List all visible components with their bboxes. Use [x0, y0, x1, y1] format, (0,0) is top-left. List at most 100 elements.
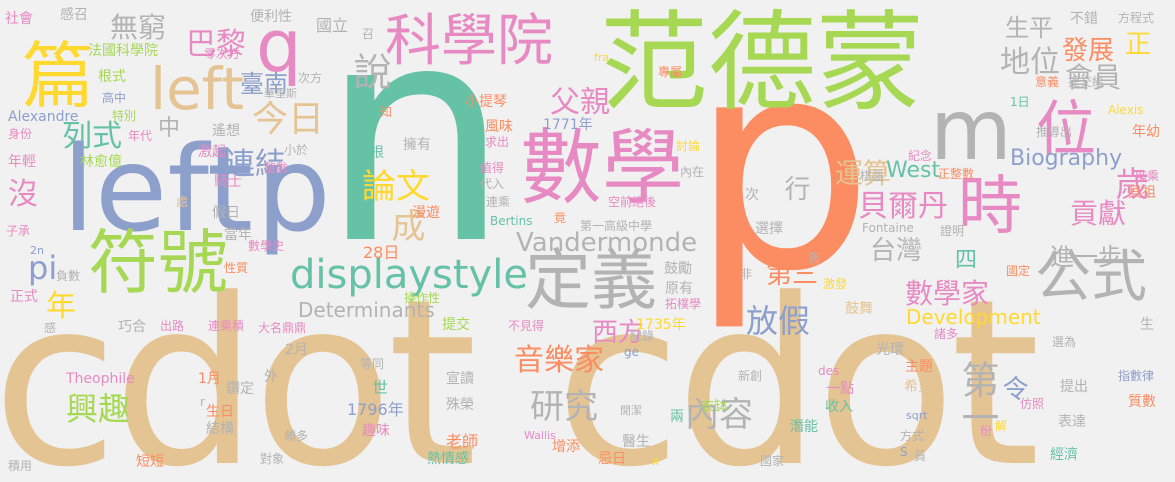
word-nian: 年 [46, 289, 76, 324]
word-bujiande: 不見得 [508, 319, 545, 333]
word-m: m [930, 81, 1012, 179]
word-zhuti: 主題 [905, 359, 933, 375]
word-cheng: 成 [385, 208, 425, 242]
word-jie: 解 [995, 419, 1008, 433]
word-qiaohe: 巧合 [118, 319, 146, 335]
word-gongshi: 公式 [1035, 245, 1147, 310]
word-yisheng: 醫生 [622, 434, 650, 450]
word-yuan: 員 [914, 449, 927, 463]
word-shuxue: 數學 [520, 121, 685, 216]
word-diyi: 第一 [955, 360, 999, 436]
word-zhishu: 質數 [1128, 394, 1156, 410]
word-ling: 令 [998, 375, 1028, 401]
word-xiaoyu: 小於 [284, 143, 309, 157]
word-quwei: 趣味 [362, 423, 390, 439]
word-xingzhi: 性質 [224, 261, 249, 275]
word-gao: 告 [808, 251, 821, 265]
word-fangshi: 方式 [900, 429, 925, 443]
word-theophile: Theophile [66, 371, 135, 387]
word-fen: 份 [980, 424, 993, 438]
word-guojia: 國家 [760, 454, 785, 468]
word-shurong: 殊榮 [446, 397, 474, 413]
word-lianchengji: 連乘積 [208, 319, 245, 333]
word-zhengshi: 正式 [10, 289, 38, 305]
word-dangnian: 當年 [224, 227, 252, 243]
word-tuidaochu: 推導出 [1036, 125, 1073, 139]
word-1796: 1796年 [347, 400, 404, 419]
word-damingdingding: 大名鼎鼎 [258, 321, 307, 335]
word-jinri: 今日 [252, 99, 325, 140]
word-guwu: 鼓舞 [845, 301, 873, 317]
word-cdot-2: cdot [555, 251, 1040, 482]
word-gan: 感 [44, 321, 57, 335]
word-zhengshu: 整數 [264, 161, 289, 175]
word-xifang: 西方 [592, 318, 645, 348]
word-jinyibu: 進一步 [1050, 243, 1122, 271]
word-jing: 竟 [554, 211, 567, 225]
word-fra: fra [594, 51, 610, 64]
word-dairu: 代入 [480, 177, 505, 191]
word-xuanze: 選擇 [755, 221, 783, 237]
word-x: x [652, 454, 660, 468]
word-left-blue: left [62, 120, 254, 258]
word-development: Development [906, 305, 1041, 329]
word-displaystyle: displaystyle [290, 252, 528, 298]
word-zhide: 值得 [480, 161, 505, 175]
word-fazhan: 發展 [1062, 36, 1115, 66]
word-duixiang: 對象 [260, 452, 285, 466]
word-bali: 巴黎 [186, 27, 246, 62]
word-beierdan: 貝爾丹 [858, 189, 948, 224]
word-jiyong: 積用 [8, 459, 33, 473]
word-kexueyuan: 科學院 [385, 9, 553, 74]
word-jiri: 忌日 [598, 451, 626, 467]
word-lieshi: 列式 [62, 119, 122, 154]
word-guoding: 國定 [1006, 264, 1031, 278]
word-xuandu: 宣讀 [446, 371, 474, 387]
word-xing: 行 [780, 175, 810, 201]
word-xiwang: 希望 [904, 379, 932, 395]
word-chulu: 出路 [160, 319, 185, 333]
word-lianjie: 連結 [225, 147, 285, 182]
word-guoli: 國立 [316, 16, 349, 35]
word-chu: 處 [176, 195, 189, 209]
word-jiecheng: 階乘 [1135, 169, 1160, 183]
word-bucuo: 不錯 [1070, 11, 1098, 27]
word-zhuanshu: 專屬 [658, 65, 683, 79]
word-diwei: 地位 [1000, 45, 1060, 80]
word-neizai: 內在 [680, 165, 705, 179]
word-zhengming: 證明 [940, 224, 965, 238]
word-fontaine: Fontaine [862, 221, 914, 235]
word-shouru: 收入 [825, 399, 853, 415]
word-vandermonde: Vandermonde [516, 228, 698, 258]
word-qianneng: 潛能 [790, 419, 818, 435]
word-beizu: 貝祖 [1128, 185, 1156, 201]
word-shuo: 說 [347, 52, 391, 90]
word-gongxian: 貢獻 [1070, 197, 1127, 230]
word-1771: 1771年 [543, 117, 593, 133]
word-xiaotiqin: 小提琴 [465, 94, 507, 110]
word-xinchuang: 新創 [738, 369, 763, 383]
word-tebie: 特別 [112, 109, 137, 123]
word-fei: 非 [740, 267, 753, 281]
word-caozuoxing: 操作性 [404, 291, 441, 305]
word-duanduan: 短短 [136, 454, 164, 470]
word-fandemeng: 范德蒙 [600, 1, 925, 126]
word-disan: 第三 [766, 260, 819, 290]
word-jinian: 紀念 [908, 149, 933, 163]
word-yibo: 衣缽 [700, 399, 728, 415]
word-tijiao: 提交 [442, 317, 470, 333]
word-dengtong: 等同 [360, 357, 385, 371]
word-r: r [200, 395, 205, 409]
word-fengwei: 風味 [485, 119, 513, 135]
word-liang: 兩 [670, 409, 684, 425]
word-des: des [818, 364, 840, 378]
word-p-blue: p [256, 120, 331, 258]
word-tainan: 臺南 [240, 70, 288, 98]
word-poduo: 頗多 [284, 429, 309, 443]
word-manyou: 漫遊 [412, 205, 440, 221]
word-ganzhao: 感召 [60, 7, 88, 23]
word-hualisi: 華里斯 [264, 87, 297, 100]
word-shenfen: 身份 [8, 127, 33, 141]
word-mei: 沒 [8, 177, 38, 212]
